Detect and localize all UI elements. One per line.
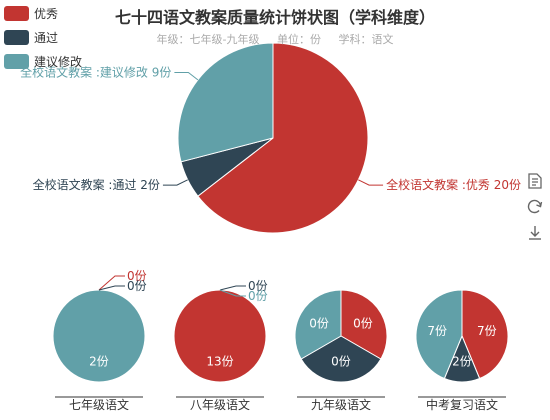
slice-label-3-1: 0份	[331, 354, 351, 368]
slice-label-0-1: 全校语文教案 :通过 2份	[33, 177, 160, 192]
pie-name-4: 中考复习语文	[426, 397, 498, 412]
legend-item-pass[interactable]: 通过	[4, 28, 82, 46]
slice-label-2-2: 0份	[248, 289, 268, 303]
label-line-1-0	[98, 275, 125, 291]
refresh-icon[interactable]	[526, 198, 544, 216]
legend-swatch-excellent	[4, 5, 29, 21]
legend-item-revise[interactable]: 建议修改	[4, 52, 82, 70]
chart-subtitle: 年级：七年级-九年级 单位：份 学科：语文	[156, 33, 394, 46]
legend-label-revise: 建议修改	[34, 54, 83, 69]
slice-label-4-0: 7份	[477, 324, 497, 338]
pie-slice-0-2	[177, 42, 274, 163]
pie-slice-4-2	[415, 289, 463, 380]
slice-label-1-2: 2份	[89, 354, 109, 368]
slice-label-1-1: 0份	[127, 279, 147, 293]
label-line-0-1	[162, 179, 188, 186]
label-line-2-1	[219, 285, 246, 291]
data-view-icon[interactable]	[526, 172, 544, 190]
label-line-2-2	[219, 289, 246, 297]
pie-name-1: 七年级语文	[69, 397, 129, 412]
legend-swatch-pass	[4, 29, 29, 45]
slice-label-3-0: 0份	[353, 316, 373, 330]
slice-label-0-0: 全校语文教案 :优秀 20份	[386, 177, 521, 192]
chart-title: 七十四语文教案质量统计饼状图（学科维度）	[114, 8, 435, 27]
legend-label-pass: 通过	[34, 30, 59, 45]
slice-label-2-1: 0份	[248, 279, 268, 293]
slice-label-0-2: 全校语文教案 :建议修改 9份	[20, 65, 171, 80]
slice-label-4-1: 2份	[452, 354, 472, 368]
download-icon[interactable]	[526, 224, 544, 242]
legend-item-excellent[interactable]: 优秀	[4, 4, 82, 22]
slice-label-4-2: 7份	[427, 324, 447, 338]
slice-label-3-2: 0份	[309, 316, 329, 330]
legend: 优秀 通过 建议修改	[4, 4, 82, 76]
legend-label-excellent: 优秀	[34, 6, 59, 21]
pie-slice-3-0	[340, 289, 388, 360]
pie-name-3: 九年级语文	[311, 397, 371, 412]
toolbox	[526, 172, 544, 250]
pie-name-2: 八年级语文	[190, 397, 250, 412]
label-line-0-2	[174, 72, 199, 81]
pie-slice-3-2	[294, 289, 342, 360]
legend-swatch-revise	[4, 53, 29, 69]
label-line-0-0	[358, 179, 384, 186]
slice-label-1-0: 0份	[127, 269, 147, 283]
slice-label-2-0: 13份	[206, 354, 233, 368]
pie-slice-3-1	[300, 335, 382, 383]
pie-slice-4-0	[461, 289, 509, 380]
label-line-1-1	[98, 285, 125, 291]
pie-slice-0-0	[197, 42, 369, 234]
